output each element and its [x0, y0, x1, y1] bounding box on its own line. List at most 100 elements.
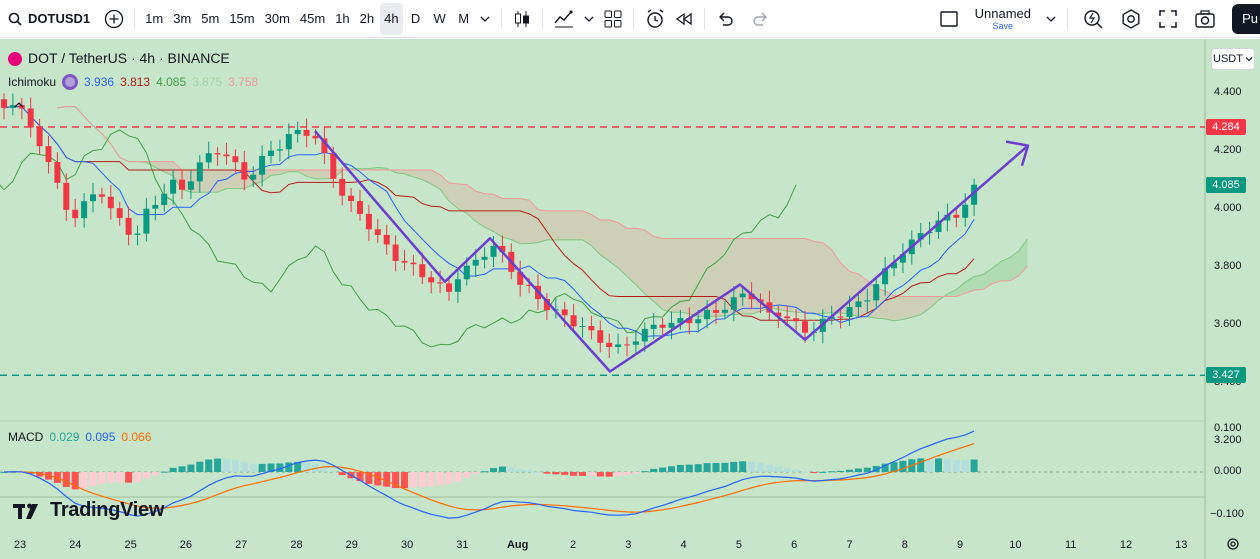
price-label: 4.400: [1214, 86, 1242, 99]
candle-body: [63, 182, 70, 210]
publish-button[interactable]: Pu: [1232, 3, 1260, 34]
macd-bar: [71, 472, 79, 490]
snapshot-button[interactable]: [1190, 3, 1220, 35]
macd-bar: [142, 472, 150, 479]
candle-body: [303, 129, 310, 136]
interval-m[interactable]: M: [458, 11, 470, 26]
macd-bar: [623, 472, 631, 476]
macd-axis-label: 0.100: [1214, 422, 1242, 434]
candle-body: [864, 300, 871, 302]
candle-body: [899, 254, 906, 263]
collapse-legend-button[interactable]: [12, 98, 28, 112]
alert-button[interactable]: [640, 3, 670, 35]
candle-body: [365, 213, 372, 230]
settings-corner-button[interactable]: [1226, 537, 1242, 553]
candle-body: [739, 293, 746, 298]
layout-dropdown[interactable]: [1041, 3, 1061, 35]
interval-30m[interactable]: 30m: [264, 11, 290, 26]
time-label: 11: [1064, 539, 1077, 551]
time-label: 8: [901, 539, 908, 551]
interval-1m[interactable]: 1m: [145, 11, 164, 26]
interval-w[interactable]: W: [433, 11, 446, 26]
macd-bar: [267, 463, 275, 472]
cloud-segment: [858, 274, 868, 317]
cloud-segment: [902, 296, 912, 320]
candle-body: [401, 260, 408, 263]
macd-bar: [320, 466, 328, 472]
candle-body: [116, 208, 123, 218]
cloud-segment: [475, 191, 485, 228]
macd-bar: [703, 463, 711, 472]
quick-search-button[interactable]: [1078, 3, 1108, 35]
candle-body: [90, 194, 96, 202]
settings-button[interactable]: [1116, 3, 1146, 35]
cloud-segment: [983, 268, 992, 290]
cloud-segment: [564, 210, 574, 240]
indicators-icon: [554, 10, 573, 27]
candle-body: [748, 293, 755, 300]
macd-bar: [926, 458, 934, 472]
candle-body: [161, 193, 168, 205]
macd-legend[interactable]: MACD 0.029 0.095 0.066: [8, 430, 151, 444]
candle-body: [686, 318, 693, 324]
time-label: 7: [846, 539, 853, 551]
indicators-button[interactable]: [549, 3, 579, 35]
candle-body: [107, 196, 114, 209]
interval-1h[interactable]: 1h: [335, 11, 350, 26]
cloud-segment: [805, 238, 814, 315]
chart-type-button[interactable]: [508, 3, 536, 35]
cloud-segment: [618, 222, 627, 277]
w-pattern-drawing[interactable]: [314, 130, 1029, 373]
candle-body: [917, 233, 924, 240]
fullscreen-button[interactable]: [1154, 3, 1182, 35]
cloud-segment: [529, 200, 538, 244]
ichimoku-legend[interactable]: Ichimoku 3.936 3.813 4.085 3.875 3.758: [8, 74, 258, 90]
candle-body: [882, 268, 889, 285]
undo-button[interactable]: [711, 3, 739, 35]
interval-2h[interactable]: 2h: [359, 11, 375, 26]
interval-dropdown[interactable]: [475, 3, 495, 35]
indicators-dropdown[interactable]: [579, 3, 599, 35]
macd-bar: [534, 471, 542, 473]
replay-button[interactable]: [670, 3, 698, 35]
interval-15m[interactable]: 15m: [229, 11, 255, 26]
candle-body: [953, 214, 960, 218]
interval-45m[interactable]: 45m: [299, 11, 326, 26]
layout-name-button[interactable]: Unnamed Save: [971, 3, 1035, 35]
interval-3m[interactable]: 3m: [173, 11, 192, 26]
cloud-segment: [929, 296, 939, 309]
compare-add-button[interactable]: [100, 3, 128, 35]
currency-button[interactable]: USDT: [1211, 48, 1255, 70]
interval-4h[interactable]: 4h: [380, 2, 403, 35]
price-badge: 3.427: [1206, 367, 1246, 384]
candle-body: [374, 229, 381, 235]
candle-body: [855, 301, 862, 308]
templates-button[interactable]: [599, 3, 627, 35]
candle-body: [962, 204, 969, 218]
candle-body: [677, 318, 684, 323]
macd-bar: [160, 471, 168, 473]
macd-bar: [436, 472, 444, 486]
currency-label: USDT: [1213, 53, 1243, 65]
candle-body: [187, 181, 194, 190]
candle-body: [971, 184, 978, 205]
time-label: 27: [235, 539, 248, 551]
symbol-search-button[interactable]: DOTUSD1: [0, 3, 94, 35]
interval-5m[interactable]: 5m: [201, 11, 220, 26]
toolbar-divider: [703, 7, 705, 30]
time-label: 3: [625, 539, 632, 551]
macd-bar: [632, 472, 640, 474]
candle-body: [419, 264, 426, 278]
cloud-segment: [449, 183, 458, 209]
ichimoku-loading-icon: [62, 74, 79, 90]
candle-body: [659, 324, 666, 328]
candle-body: [170, 179, 177, 194]
layout-select-button[interactable]: [935, 3, 963, 35]
cloud-segment: [1009, 251, 1019, 281]
interval-d[interactable]: D: [410, 11, 421, 26]
time-label: 31: [456, 539, 469, 551]
candle-body: [196, 162, 203, 182]
redo-button[interactable]: [747, 3, 775, 35]
candle-body: [606, 342, 613, 348]
